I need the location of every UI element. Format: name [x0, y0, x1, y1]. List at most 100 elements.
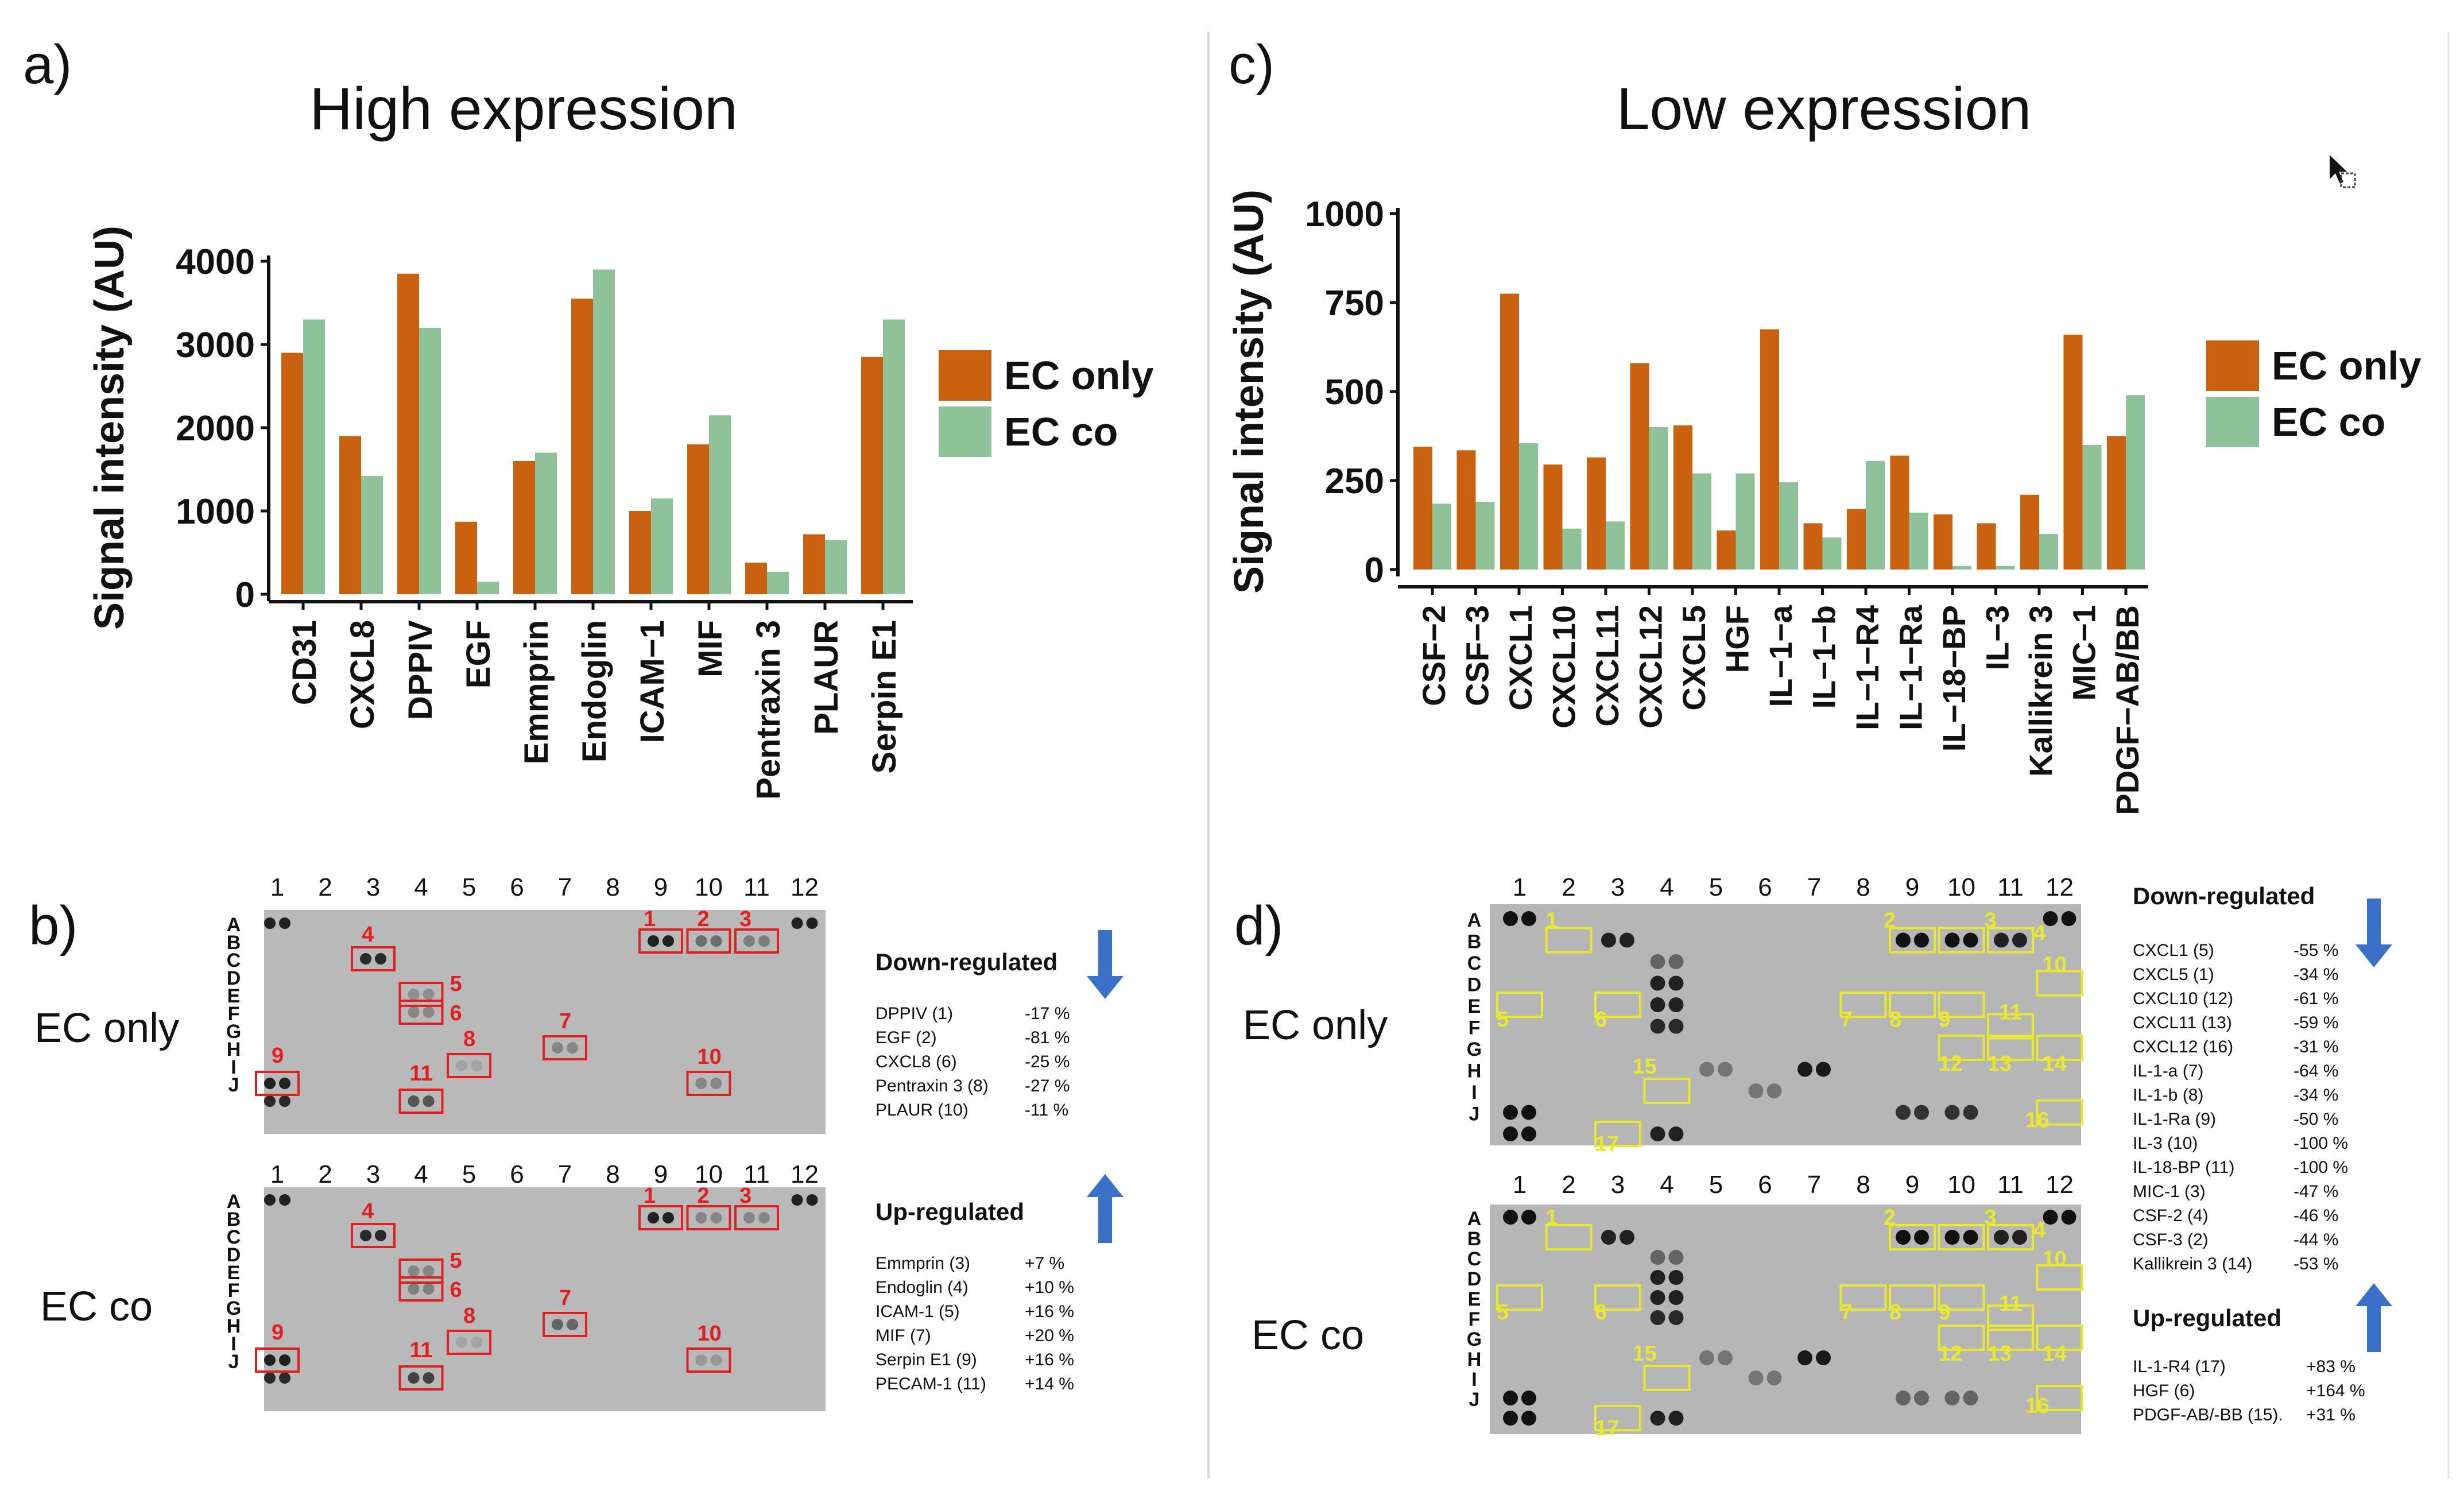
b-top-col-label: 2 — [318, 873, 332, 901]
b-bottom-spot — [279, 1372, 290, 1384]
d-top-col-label: 6 — [1758, 873, 1772, 901]
b-top-spot — [695, 935, 707, 947]
d-top-box-8 — [1889, 992, 1936, 1018]
chart-c-bar-ec-co — [1475, 502, 1495, 570]
d-bottom-spot — [1668, 1411, 1684, 1426]
table-d_up-heading: Up-regulated — [2133, 1304, 2281, 1331]
b-bottom-box-10 — [686, 1347, 731, 1373]
b-bottom-box-5 — [398, 1258, 444, 1284]
panel-b: b) EC only EC co 1 2 3 4 5 6 7 8 9 10 11 12ABCDEFGH… — [29, 873, 826, 1411]
d-top-box-label: 12 — [1939, 1052, 1963, 1076]
table-b_down: Down-regulated DPPIV (1) -17 % EGF (2) -81 %… — [875, 930, 1123, 1120]
b-top-spot — [806, 917, 818, 929]
chart-a-ytick-label: 1000 — [176, 492, 255, 532]
d-top-box-label: 1 — [1546, 909, 1558, 933]
b-top-row-label: D — [227, 967, 241, 989]
b-top-row-label: B — [227, 932, 241, 954]
b-bottom-col-label: 2 — [318, 1160, 332, 1188]
chart-c-ytick-label: 500 — [1325, 373, 1384, 412]
table-row-pct: -61 % — [2293, 989, 2338, 1008]
d-top-spot — [1521, 1105, 1536, 1120]
d-bottom-spot — [2043, 1210, 2058, 1225]
d-bottom-box-17 — [1594, 1405, 1641, 1431]
table-row-pct: -100 % — [2293, 1158, 2348, 1177]
b-top-col-label: 6 — [510, 873, 524, 901]
d-top-box-12 — [1938, 1035, 1985, 1061]
d-top-spot — [1816, 1062, 1831, 1077]
b-top-box-8 — [447, 1053, 491, 1078]
b-bottom-box-label: 9 — [272, 1321, 284, 1345]
d-bottom-spot — [1914, 1230, 1929, 1245]
b-top-spot — [360, 953, 371, 965]
chart-a-title: High expression — [309, 76, 738, 142]
table-row-name: IL-1-b (8) — [2133, 1086, 2203, 1105]
table-row-name: IL-1-a (7) — [2133, 1062, 2203, 1081]
chart-a-bar-ec-only — [745, 562, 767, 594]
chart-c-category-label: CXCL5 — [1676, 605, 1712, 711]
table-row-pct: +31 % — [2306, 1405, 2355, 1424]
b-top-col-label: 9 — [654, 873, 668, 901]
b-bottom-spot — [264, 1194, 276, 1206]
d-top-spot — [1748, 1083, 1764, 1098]
chart-c-category-label: HGF — [1719, 605, 1756, 673]
d-top-box-1 — [1545, 927, 1593, 954]
table-row-pct: +164 % — [2306, 1381, 2365, 1400]
table-row-pct: -46 % — [2293, 1206, 2338, 1225]
table-row-pct: +16 % — [1025, 1302, 1074, 1321]
chart-a-legend-swatch — [939, 406, 991, 457]
b-top-row-label: G — [226, 1021, 241, 1043]
b-top-box-7 — [543, 1035, 587, 1060]
d-top-row-label: F — [1469, 1017, 1481, 1039]
b-top-box-label: 4 — [362, 923, 374, 947]
chart-c-bar-ec-co — [1866, 460, 1885, 570]
chart-c-category-label: CSF−3 — [1459, 605, 1496, 706]
chart-c-bar-ec-only — [1587, 457, 1606, 570]
d-top-col-label: 11 — [1997, 873, 2024, 901]
chart-c-legend-swatch — [2206, 340, 2259, 391]
chart-a-category-label: Endoglin — [576, 620, 613, 762]
b-top-row-label: A — [227, 914, 241, 936]
chart-a-bar-ec-only — [571, 299, 593, 594]
d-top-box-7 — [1839, 992, 1887, 1018]
b-bottom-spot — [791, 1194, 803, 1206]
b-bottom-spot — [710, 1212, 722, 1223]
b-top-box-1 — [638, 928, 683, 954]
table-row-pct: +14 % — [1025, 1374, 1074, 1393]
b-top-spot — [279, 1095, 290, 1107]
d-bottom-box-11 — [1987, 1304, 2034, 1331]
chart-a-ytick-label: 4000 — [176, 242, 255, 282]
table-row-name: PECAM-1 (11) — [875, 1374, 986, 1393]
b-top-spot — [552, 1042, 563, 1054]
b-bottom-spot — [471, 1337, 482, 1348]
d-bottom-spot — [2012, 1230, 2027, 1245]
d-bottom-box-1 — [1545, 1224, 1593, 1250]
d-bottom-box-label: 1 — [1546, 1206, 1558, 1230]
d-bottom-col-label: 7 — [1807, 1171, 1821, 1199]
b-top-row-label: C — [227, 950, 241, 971]
chart-c-legend-swatch — [2206, 397, 2259, 447]
d-bottom-box-6 — [1594, 1284, 1641, 1311]
d-bottom-spot — [1699, 1350, 1714, 1365]
d-bottom-box-label: 2 — [1884, 1206, 1896, 1230]
b-bottom-spot — [264, 1354, 276, 1366]
d-top-box-label: 10 — [2043, 953, 2067, 977]
b-top-box-9 — [255, 1071, 300, 1096]
b-top-spot — [758, 935, 770, 947]
chart-c-bar-ec-co — [1519, 443, 1538, 570]
d-bottom-box-4 — [1987, 1224, 2034, 1250]
b-bottom-spot — [279, 1354, 290, 1366]
b-top-box-6 — [398, 1000, 444, 1025]
d-bottom-col-label: 10 — [1947, 1171, 1975, 1199]
d-top-spot — [1914, 1105, 1929, 1120]
d-bottom-box-label: 7 — [1841, 1300, 1853, 1325]
chart-c-legend-label: EC only — [2272, 343, 2422, 388]
d-top-box-15 — [1643, 1078, 1691, 1104]
d-top-spot — [1650, 975, 1665, 991]
chart-c-bar-ec-co — [1822, 537, 1842, 570]
chart-c-bar-ec-only — [1673, 425, 1692, 570]
d-bottom-spot — [1896, 1230, 1911, 1245]
b-bottom-spot — [743, 1212, 755, 1223]
chart-a-bar-ec-only — [339, 436, 361, 594]
b-top-box-label: 6 — [450, 1001, 462, 1025]
b-bottom-row-label: A — [227, 1191, 241, 1213]
